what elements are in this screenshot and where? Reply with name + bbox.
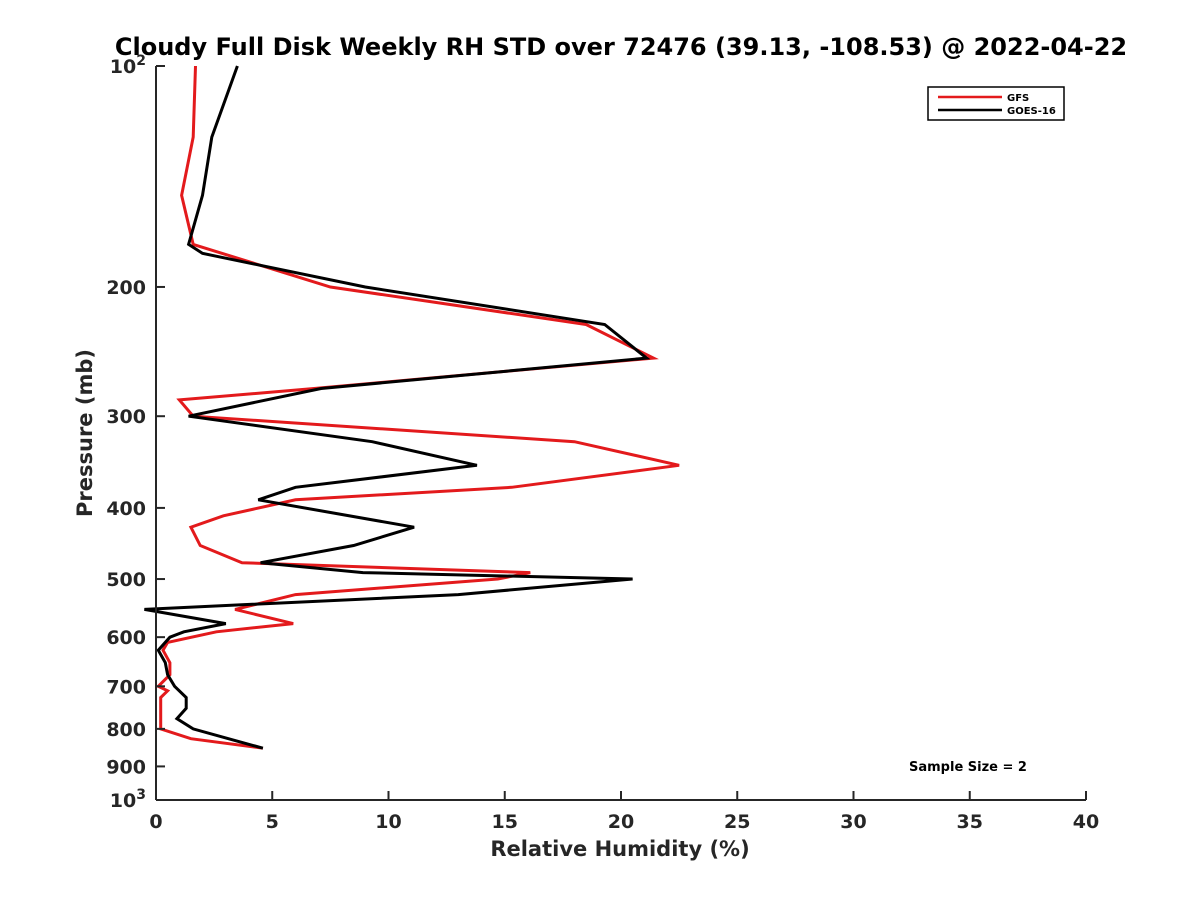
series-line-goes16 (144, 65, 651, 750)
x-tick-label: 10 (375, 811, 401, 833)
series-line-gfs (155, 65, 680, 750)
y-tick-label: 400 (106, 498, 146, 520)
y-axis-label: Pressure (mb) (73, 349, 97, 517)
axes: 0 5 10 15 20 25 30 35 40 102 200 300 400 500 600 700 800… (106, 53, 1099, 833)
y-tick-label: 900 (106, 756, 146, 778)
y-tick-label: 103 (110, 787, 146, 812)
y-tick-label: 600 (106, 627, 146, 649)
x-tick-label: 30 (840, 811, 866, 833)
y-tick-label: 500 (106, 569, 146, 591)
y-tick-label: 800 (106, 719, 146, 741)
legend: GFS GOES-16 (927, 86, 1065, 121)
x-tick-label: 15 (492, 811, 518, 833)
y-tick-label: 102 (110, 53, 146, 78)
chart-title: Cloudy Full Disk Weekly RH STD over 7247… (115, 33, 1127, 61)
y-tick-label: 700 (106, 676, 146, 698)
x-tick-label: 0 (149, 811, 162, 833)
legend-label-goes16: GOES-16 (1007, 106, 1056, 117)
sample-size-annotation: Sample Size = 2 (909, 760, 1027, 775)
x-tick-label: 35 (957, 811, 983, 833)
legend-label-gfs: GFS (1007, 93, 1029, 104)
y-tick-label: 200 (106, 277, 146, 299)
legend-box (927, 86, 1065, 121)
x-tick-label: 20 (608, 811, 634, 833)
x-tick-label: 40 (1073, 811, 1099, 833)
x-tick-label: 5 (266, 811, 279, 833)
x-axis-label: Relative Humidity (%) (490, 837, 749, 861)
plot-area (144, 65, 680, 750)
y-tick-label: 300 (106, 406, 146, 428)
x-tick-label: 25 (724, 811, 750, 833)
